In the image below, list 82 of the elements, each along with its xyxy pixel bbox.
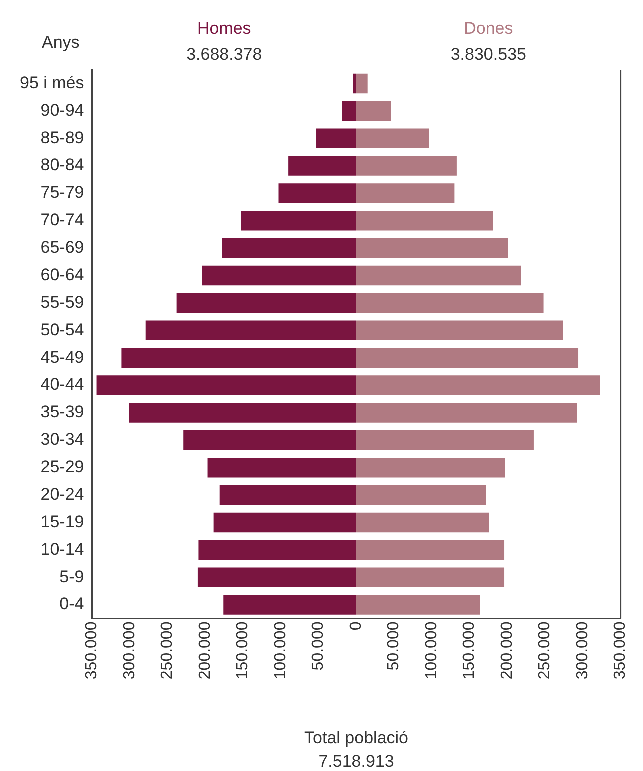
x-tick-label: 300.000	[574, 622, 592, 680]
x-tick-label: 250.000	[159, 622, 176, 680]
bar	[214, 512, 357, 533]
y-tick-label: 90-94	[40, 100, 84, 120]
y-tick-label: 45-49	[40, 348, 84, 367]
y-axis-title: Anys	[42, 33, 80, 52]
text: 3.688.378	[186, 45, 262, 64]
bar	[356, 293, 544, 314]
y-tick-label: 10-14	[40, 540, 84, 559]
bar	[176, 293, 357, 314]
x-tick-label: 0	[348, 622, 365, 631]
x-tick-label: 50.000	[386, 622, 403, 671]
text: 3.830.535	[450, 45, 526, 64]
y-tick-label: 5-9	[60, 567, 84, 586]
bar	[354, 74, 357, 94]
bar	[122, 348, 357, 368]
bar	[129, 403, 357, 423]
bar	[342, 101, 357, 122]
text: Dones	[464, 19, 514, 38]
bar	[356, 211, 494, 231]
y-tick-label: 70-74	[40, 210, 84, 230]
bar	[356, 238, 508, 258]
y-tick-label: 60-64	[40, 265, 84, 284]
bar	[356, 320, 564, 341]
x-tick-label: 200.000	[498, 622, 516, 680]
bar	[356, 128, 430, 148]
bar	[356, 512, 490, 533]
bar	[198, 540, 357, 560]
bar	[356, 74, 368, 94]
x-tick-label: 150.000	[461, 622, 478, 680]
y-tick-label: 75-79	[40, 183, 84, 202]
bar	[220, 485, 357, 506]
bar	[202, 266, 357, 286]
x-tick-label: 50.000	[310, 622, 328, 671]
x-tick-label: 100.000	[272, 622, 290, 680]
bar	[224, 595, 357, 615]
x-tick-label: 250.000	[536, 622, 554, 680]
y-tick-label: 50-54	[40, 320, 84, 340]
y-tick-label: 85-89	[40, 128, 84, 148]
bar	[356, 266, 522, 286]
bar	[146, 320, 357, 341]
x-tick-label: 350.000	[84, 622, 101, 680]
y-tick-label: 40-44	[40, 375, 84, 394]
bar	[356, 403, 578, 423]
x-tick-label: 200.000	[196, 622, 214, 680]
bar	[356, 458, 506, 478]
bar	[356, 430, 534, 450]
bar	[356, 348, 579, 368]
bar	[96, 376, 357, 396]
x-tick-label: 350.000	[612, 622, 630, 680]
bar	[356, 184, 455, 204]
bar	[356, 156, 457, 176]
bar	[241, 211, 357, 231]
bar	[316, 128, 357, 148]
text: Homes	[197, 19, 252, 38]
bar	[222, 238, 357, 258]
bar	[198, 568, 357, 588]
x-tick-label: 100.000	[423, 622, 440, 680]
y-tick-label: 25-29	[40, 458, 84, 477]
y-tick-label: 15-19	[40, 512, 84, 532]
y-tick-label: 20-24	[40, 484, 84, 504]
text: 7.518.913	[318, 752, 394, 771]
y-tick-label: 65-69	[40, 238, 84, 258]
x-tick-label: 150.000	[234, 622, 252, 680]
y-tick-label: 55-59	[40, 292, 84, 312]
x-tick-label: 300.000	[121, 622, 138, 680]
bar	[288, 156, 357, 176]
bar	[356, 101, 392, 122]
y-tick-label: 30-34	[40, 430, 84, 450]
bar	[356, 485, 486, 506]
bar	[208, 458, 357, 478]
bar	[356, 376, 600, 396]
bar	[184, 430, 357, 450]
x-axis-title: Total població	[304, 728, 409, 748]
bar	[356, 595, 480, 615]
y-tick-label: 35-39	[40, 402, 84, 422]
bar	[278, 184, 357, 204]
y-tick-label: 95 i més	[20, 73, 84, 92]
bar	[356, 568, 505, 588]
bar	[356, 540, 505, 560]
y-tick-label: 0-4	[60, 594, 84, 614]
y-tick-label: 80-84	[40, 156, 84, 175]
